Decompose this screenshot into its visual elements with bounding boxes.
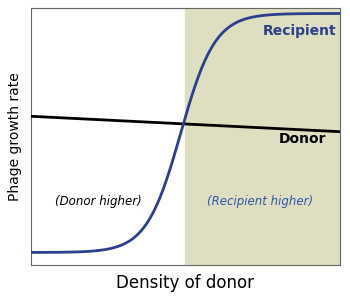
Text: Recipient: Recipient bbox=[263, 25, 337, 38]
X-axis label: Density of donor: Density of donor bbox=[117, 274, 254, 292]
Text: Donor: Donor bbox=[279, 132, 327, 146]
Y-axis label: Phage growth rate: Phage growth rate bbox=[8, 73, 22, 201]
Bar bbox=[186, 8, 340, 265]
Text: (Donor higher): (Donor higher) bbox=[55, 195, 142, 208]
Text: (Recipient higher): (Recipient higher) bbox=[206, 195, 313, 208]
